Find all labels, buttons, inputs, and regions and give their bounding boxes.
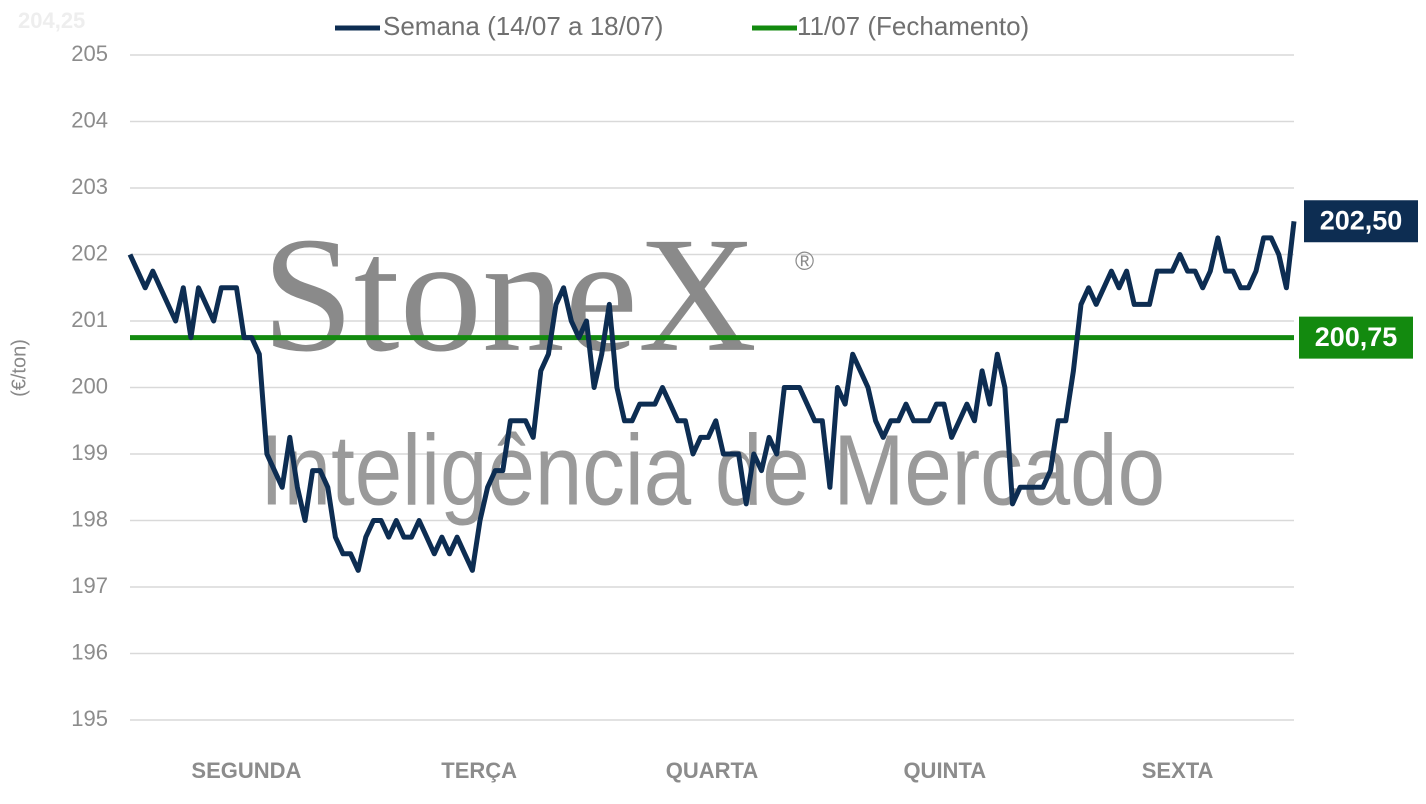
y-axis-label: (€/ton) <box>8 339 30 397</box>
watermark-mark: ® <box>795 246 814 276</box>
value-label: 200,75 <box>1299 316 1413 359</box>
y-tick-label: 196 <box>71 639 108 664</box>
x-tick-label: QUINTA <box>903 758 986 783</box>
x-tick-label: SEXTA <box>1142 758 1214 783</box>
series-line <box>127 221 1297 573</box>
y-tick-label: 202 <box>71 240 108 265</box>
y-tick-label: 198 <box>71 506 108 531</box>
y-tick-label: 201 <box>71 307 108 332</box>
ghost-label: 204,25 <box>18 8 85 33</box>
value-label-box <box>1304 200 1418 243</box>
value-label-text: 200,75 <box>1315 322 1398 352</box>
grid <box>130 54 1294 721</box>
watermark-brand: StoneX <box>262 203 757 386</box>
x-tick-label: TERÇA <box>441 758 517 783</box>
value-label-box <box>1299 316 1413 359</box>
y-tick-label: 195 <box>71 706 108 731</box>
y-tick-label: 197 <box>71 573 108 598</box>
y-tick-label: 203 <box>71 174 108 199</box>
y-tick-label: 200 <box>71 373 108 398</box>
value-label-text: 202,50 <box>1320 205 1403 235</box>
y-tick-label: 204 <box>71 107 108 132</box>
x-tick-label: SEGUNDA <box>191 758 301 783</box>
legend-label: 11/07 (Fechamento) <box>797 11 1029 41</box>
y-tick-label: 205 <box>71 41 108 66</box>
x-tick-label: QUARTA <box>666 758 759 783</box>
legend-label: Semana (14/07 a 18/07) <box>383 11 663 41</box>
y-tick-label: 199 <box>71 440 108 465</box>
